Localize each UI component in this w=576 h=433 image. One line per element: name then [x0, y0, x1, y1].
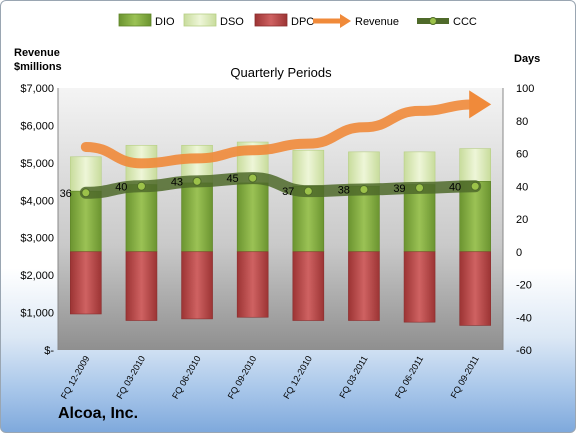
right-tick-label: 60 — [516, 149, 528, 161]
dpo-bar — [292, 251, 325, 321]
plot-area — [58, 88, 503, 350]
labels-group: 36 40 43 45 37 38 39 40 — [60, 173, 462, 200]
dpo-bar — [459, 251, 491, 326]
dio-bar — [403, 184, 436, 253]
dpo-bar — [236, 251, 269, 318]
dio-bar — [348, 185, 380, 253]
left-tick-label: $7,000 — [20, 83, 54, 95]
right-tick-label: -40 — [516, 312, 532, 324]
dso-bar — [70, 156, 102, 192]
category-label: FQ 03-2010 — [114, 354, 147, 401]
right-tick-label: 40 — [516, 181, 528, 193]
bars-group — [70, 141, 491, 326]
ccc-data-label: 40 — [449, 181, 461, 193]
left-tick-label: $4,000 — [20, 195, 54, 207]
ccc-data-label: 38 — [338, 185, 350, 197]
chart-title: Quarterly Periods — [230, 65, 332, 80]
left-tick-label: $2,000 — [20, 270, 54, 282]
left-axis-title-line1: Revenue — [14, 47, 60, 59]
right-tick-label: 80 — [516, 116, 528, 128]
right-tick-label: 0 — [516, 247, 522, 259]
ccc-point — [248, 173, 258, 183]
company-name: Alcoa, Inc. — [58, 405, 138, 422]
category-label: FQ 06-2010 — [170, 354, 203, 401]
ccc-point — [136, 181, 146, 191]
dpo-bar — [181, 251, 213, 320]
category-label: FQ 03-2011 — [337, 354, 369, 400]
dpo-bar — [70, 251, 102, 315]
dio-bar — [181, 182, 213, 253]
legend-swatch-dso — [183, 13, 217, 27]
ccc-data-label: 43 — [171, 176, 183, 188]
ccc-point — [359, 185, 369, 195]
ccc-point — [303, 186, 313, 196]
left-tick-label: $3,000 — [20, 233, 54, 245]
revenue-arrowhead — [469, 90, 492, 119]
category-label: FQ 09-2011 — [449, 354, 481, 400]
dso-bar — [292, 149, 325, 187]
ccc-point — [415, 183, 425, 193]
right-axis-title: Days — [514, 53, 540, 65]
right-tick-label: 100 — [516, 83, 534, 95]
revenue-line — [80, 99, 481, 169]
ccc-data-label: 36 — [60, 188, 72, 200]
legend-label-dpo: DPO — [291, 16, 315, 28]
category-label: FQ 06-2011 — [393, 354, 425, 400]
left-tick-label: $5,000 — [20, 158, 54, 170]
legend-label-dso: DSO — [220, 16, 244, 28]
legend-swatch-dio — [118, 13, 152, 27]
left-tick-label: $1,000 — [20, 308, 54, 320]
legend: DIO DSO DPO Revenue CCC — [118, 13, 477, 28]
dio-bar — [236, 182, 269, 253]
legend-label-revenue: Revenue — [355, 16, 399, 28]
legend-label-dio: DIO — [155, 16, 175, 28]
dpo-bar — [125, 251, 158, 321]
ccc-data-label: 40 — [115, 181, 127, 193]
category-label: FQ 12-2009 — [59, 354, 92, 401]
right-tick-label: -60 — [516, 345, 532, 357]
dio-bar — [459, 181, 491, 253]
lines-group — [79, 90, 492, 199]
legend-label-ccc: CCC — [453, 16, 477, 28]
dso-bar — [348, 151, 380, 187]
legend-revenue-arrowhead — [340, 14, 351, 28]
right-tick-label: -20 — [516, 280, 532, 292]
dpo-bar — [403, 251, 436, 323]
right-tick-label: 20 — [516, 214, 528, 226]
ccc-data-label: 37 — [282, 186, 294, 198]
ccc-point — [81, 188, 91, 198]
ccc-point — [470, 181, 480, 191]
legend-swatch-dpo — [254, 13, 288, 27]
left-axis-title-line2: $millions — [14, 61, 62, 73]
dso-bar — [459, 148, 491, 182]
dio-bar — [70, 190, 102, 253]
ccc-data-label: 39 — [393, 183, 405, 195]
ccc-point — [192, 176, 202, 186]
legend-ccc-marker — [429, 17, 437, 25]
category-label: FQ 12-2010 — [281, 354, 314, 401]
category-label: FQ 09-2010 — [226, 354, 259, 401]
left-tick-label: $- — [44, 345, 54, 357]
dio-bar — [125, 184, 158, 253]
ccc-data-label: 45 — [226, 173, 238, 185]
ccc-line — [79, 172, 482, 199]
dso-bar — [403, 151, 436, 185]
dio-bar — [292, 185, 325, 253]
left-tick-label: $6,000 — [20, 120, 54, 132]
dpo-bar — [348, 251, 380, 321]
